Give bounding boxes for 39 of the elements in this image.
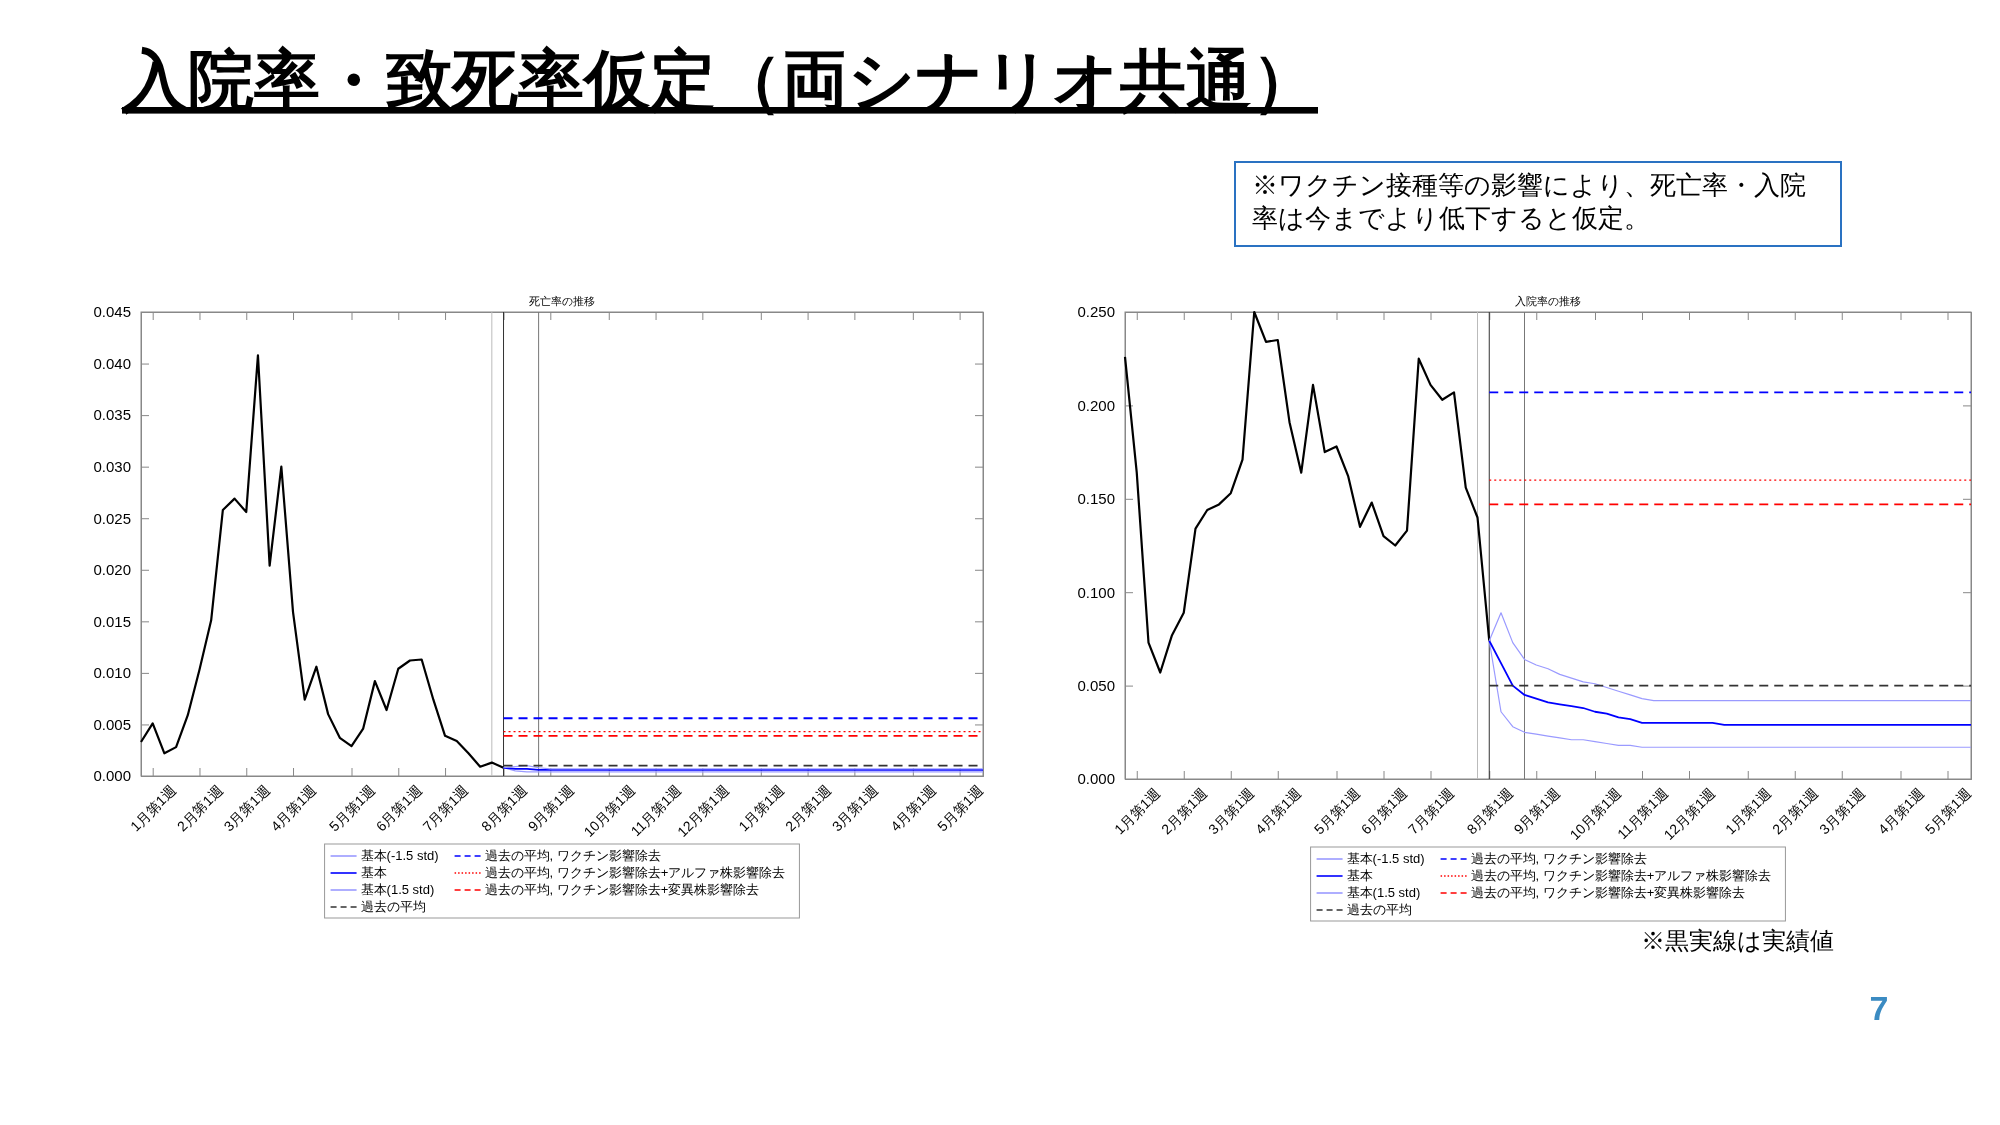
legend-label: 過去の平均 xyxy=(1346,902,1412,917)
y-tick-label: 0.025 xyxy=(93,509,131,527)
chart-title: 死亡率の推移 xyxy=(529,295,595,307)
text: 入院率・致死率仮定（両シナリオ共通） xyxy=(120,43,1318,117)
y-tick-label: 0.050 xyxy=(1077,676,1115,694)
y-tick-label: 0.030 xyxy=(93,457,131,475)
legend-label: 基本 xyxy=(360,865,387,880)
chart-title: 入院率の推移 xyxy=(1515,295,1581,307)
legend-label: 過去の平均, ワクチン影響除去+アルファ株影響除去 xyxy=(484,865,786,880)
y-tick-label: 0.020 xyxy=(93,561,131,579)
legend-label: 基本 xyxy=(1346,868,1373,883)
y-tick-label: 0.010 xyxy=(93,664,131,682)
legend-label: 基本(-1.5 std) xyxy=(1346,851,1425,866)
legend-label: 過去の平均, ワクチン影響除去 xyxy=(484,848,661,863)
y-tick-label: 0.035 xyxy=(93,406,131,424)
legend-label: 基本(-1.5 std) xyxy=(360,848,439,863)
y-tick-label: 0.015 xyxy=(93,612,131,630)
x-tick-label: 8月第1週 xyxy=(477,782,530,835)
y-tick-label: 0.200 xyxy=(1077,396,1115,414)
y-tick-label: 0.045 xyxy=(93,303,131,321)
legend-label: 基本(1.5 std) xyxy=(1346,885,1421,900)
y-tick-label: 0.000 xyxy=(1077,770,1115,788)
y-tick-label: 0.100 xyxy=(1077,583,1115,601)
legend-label: 過去の平均, ワクチン影響除去 xyxy=(1470,851,1647,866)
legend-label: 過去の平均 xyxy=(360,899,426,914)
legend-label: 基本(1.5 std) xyxy=(360,882,435,897)
y-tick-label: 0.250 xyxy=(1077,303,1115,321)
y-tick-label: 0.040 xyxy=(93,354,131,372)
y-tick-label: 0.150 xyxy=(1077,490,1115,508)
legend-label: 過去の平均, ワクチン影響除去+変異株影響除去 xyxy=(1470,885,1746,900)
x-tick-label: 5月第1週 xyxy=(1310,785,1363,838)
legend-label: 過去の平均, ワクチン影響除去+変異株影響除去 xyxy=(484,882,760,897)
y-tick-label: 0.000 xyxy=(93,767,131,785)
legend-label: 過去の平均, ワクチン影響除去+アルファ株影響除去 xyxy=(1470,868,1772,883)
note-box: ※ワクチン接種等の影響により、死亡率・入院率は今までより低下すると仮定。 xyxy=(1234,161,1842,247)
x-tick-label: 5月第1週 xyxy=(325,782,378,835)
y-tick-label: 0.005 xyxy=(93,715,131,733)
text: ※黒実線は実績値 xyxy=(1641,927,1834,954)
text: 7 xyxy=(1869,989,1889,1027)
